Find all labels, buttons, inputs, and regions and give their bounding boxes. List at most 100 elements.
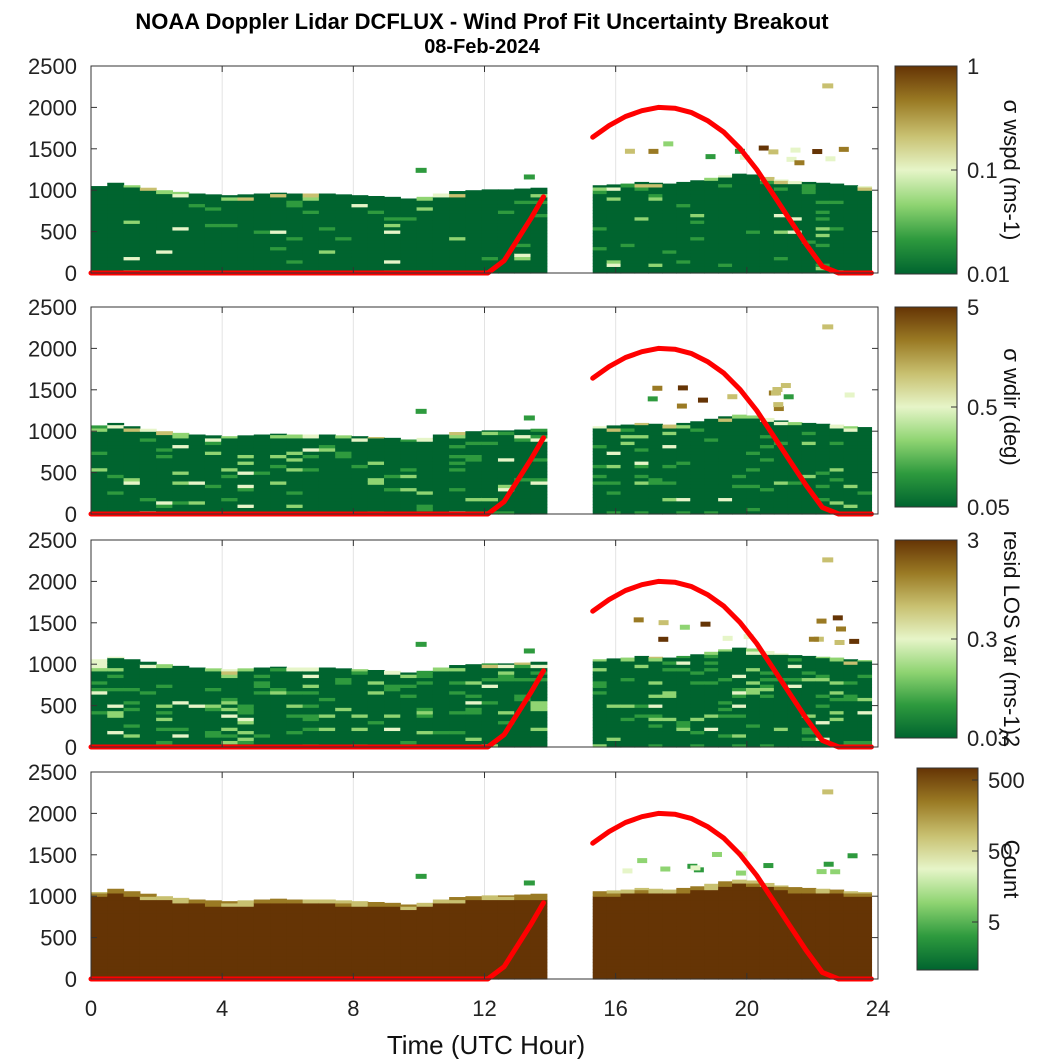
heatmap-cell xyxy=(773,457,789,462)
heatmap-cell xyxy=(172,259,190,264)
heatmap-cell xyxy=(351,929,369,934)
heatmap-cell xyxy=(514,962,532,967)
heatmap-cell xyxy=(732,727,747,732)
heatmap-cell xyxy=(172,665,190,669)
heatmap-cell xyxy=(253,444,271,449)
heatmap-cell xyxy=(648,660,663,665)
heatmap-cell xyxy=(172,945,190,950)
heatmap-cell xyxy=(732,720,747,725)
heatmap-cell xyxy=(648,730,663,735)
heatmap-cell xyxy=(759,694,775,698)
heatmap-cell xyxy=(286,233,304,238)
heatmap-cell xyxy=(465,457,483,462)
heatmap-cell xyxy=(704,464,719,469)
heatmap-cell xyxy=(634,243,650,248)
heatmap-cell xyxy=(592,223,608,228)
heatmap-cell xyxy=(237,480,255,485)
heatmap-cell xyxy=(676,226,691,231)
heatmap-cell xyxy=(253,249,271,254)
heatmap-cell xyxy=(497,949,515,954)
heatmap-cell xyxy=(156,952,173,957)
heatmap-cell xyxy=(676,447,691,452)
heatmap-cell xyxy=(634,422,650,426)
heatmap-cell xyxy=(497,430,515,432)
heatmap-cell xyxy=(662,694,677,698)
heatmap-cell xyxy=(172,955,190,960)
heatmap-cell xyxy=(351,965,369,970)
heatmap-cell xyxy=(204,487,222,492)
heatmap-cell xyxy=(718,424,733,429)
heatmap-cell xyxy=(139,949,157,954)
heatmap-cell xyxy=(351,253,369,258)
heatmap-cell xyxy=(188,680,206,685)
heatmap-cell xyxy=(351,266,369,271)
heatmap-cell xyxy=(123,730,141,735)
heatmap-cell xyxy=(662,186,677,191)
heatmap-cell xyxy=(620,935,636,940)
heatmap-cell xyxy=(746,196,761,201)
heatmap-cell xyxy=(156,670,173,675)
heatmap-cell xyxy=(335,500,353,505)
heatmap-cell xyxy=(139,256,157,261)
heatmap-cell xyxy=(384,497,401,502)
heatmap-cell xyxy=(704,687,719,692)
heatmap-cell xyxy=(416,484,434,489)
heatmap-cell xyxy=(592,444,608,449)
heatmap-cell xyxy=(237,253,255,258)
heatmap-cell xyxy=(237,236,255,241)
heatmap-cell xyxy=(188,942,206,947)
heatmap-cell xyxy=(801,740,817,745)
heatmap-cell xyxy=(718,664,733,669)
heatmap-cell xyxy=(662,451,677,455)
heatmap-cell xyxy=(497,916,515,920)
heatmap-cell xyxy=(773,707,789,712)
heatmap-cell xyxy=(188,972,206,977)
heatmap-cell xyxy=(732,730,747,735)
heatmap-cell xyxy=(634,216,650,221)
heatmap-cell xyxy=(221,700,239,705)
heatmap-cell xyxy=(648,477,663,482)
heatmap-cell xyxy=(648,932,663,937)
heatmap-cell xyxy=(107,723,125,728)
heatmap-cell xyxy=(620,494,636,499)
heatmap-cell xyxy=(676,431,691,436)
heatmap-cell xyxy=(746,206,761,211)
heatmap-cell xyxy=(662,906,677,911)
heatmap-cell xyxy=(718,200,733,205)
heatmap-cell xyxy=(318,497,336,502)
heatmap-cell xyxy=(634,461,650,465)
heatmap-cell xyxy=(759,457,775,462)
heatmap-cell xyxy=(318,899,336,904)
heatmap-cell xyxy=(156,447,173,452)
heatmap-cell xyxy=(704,253,719,258)
heatmap-cell xyxy=(384,504,401,508)
heatmap-cell xyxy=(704,470,719,475)
heatmap-cell xyxy=(773,420,789,422)
heatmap-cell xyxy=(676,494,691,499)
heatmap-cell xyxy=(606,444,622,449)
heatmap-cell xyxy=(676,942,691,947)
heatmap-cell xyxy=(746,229,761,234)
heatmap-cell xyxy=(620,670,636,675)
heatmap-cell xyxy=(237,497,255,502)
heatmap-cell xyxy=(416,674,434,679)
heatmap-cell xyxy=(221,470,239,475)
colorbar-tick-label: 1 xyxy=(967,54,979,79)
heatmap-cell xyxy=(449,263,467,267)
heatmap-cell xyxy=(449,935,467,940)
heatmap-cell xyxy=(204,500,222,505)
heatmap-cell xyxy=(787,454,803,459)
heatmap-cell xyxy=(514,494,532,499)
heatmap-cell xyxy=(107,464,125,469)
heatmap-cell xyxy=(676,434,691,439)
heatmap-cell xyxy=(624,148,635,154)
heatmap-cell xyxy=(634,710,650,715)
heatmap-cell xyxy=(91,660,108,665)
heatmap-cell xyxy=(107,434,125,439)
heatmap-cell xyxy=(384,700,401,705)
heatmap-cell xyxy=(620,484,636,489)
heatmap-cell xyxy=(718,733,733,738)
heatmap-cell xyxy=(204,464,222,469)
heatmap-cell xyxy=(253,707,271,712)
heatmap-cell xyxy=(815,500,831,505)
